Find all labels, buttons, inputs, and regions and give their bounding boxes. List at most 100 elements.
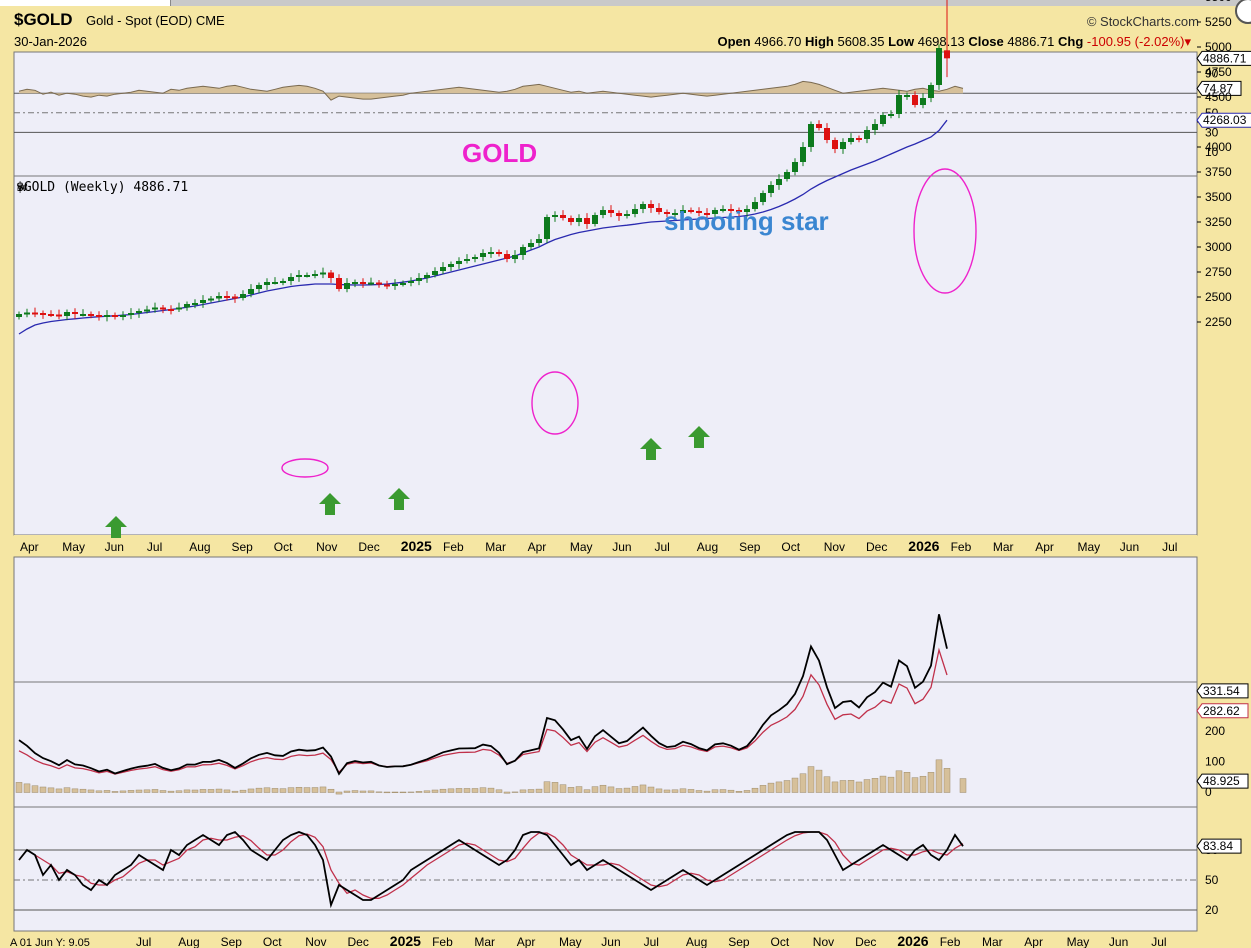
x-axis-label: Jul [655,540,670,554]
top-tab-strip [0,0,1251,6]
histogram-bar [79,788,87,793]
cursor-readout: A 01 Jun Y: 9.05 [10,937,90,948]
histogram-value-label: 48.925 [1203,774,1240,788]
x-axis-label: Dec [866,540,887,554]
x-axis-label-bottom: Oct [771,935,790,948]
candle-body [520,247,526,255]
histogram-bar [71,788,79,793]
highlight-ellipse [281,458,329,478]
candle-body [120,315,126,317]
settings-icon[interactable] [1235,0,1251,24]
x-axis-label: Apr [528,540,547,554]
histogram-bar [495,789,503,793]
candle-body [704,213,710,215]
x-axis-label-bottom: 2026 [897,933,928,948]
histogram-bar [527,789,535,793]
x-axis-label-bottom: Mar [982,935,1003,948]
x-axis-label-bottom: Sep [221,935,243,948]
candle-body [288,277,294,281]
price-tick-label: 4500 [1205,90,1232,104]
indicator-tick-label: 0 [1205,785,1212,799]
stoch-value-label: 83.84 [1203,839,1233,853]
histogram-bar [623,787,631,793]
histogram-bar [127,790,135,793]
candle-body [936,48,942,85]
x-axis-label: Jun [1120,540,1139,554]
candle-body [736,210,742,212]
candle-body [272,282,278,284]
histogram-bar [47,787,55,793]
histogram-bar [295,787,303,793]
candle-body [768,185,774,193]
candle-body [144,309,150,312]
histogram-bar [519,789,527,793]
candle-body [608,210,614,213]
x-axis-label-bottom: Jul [644,935,659,948]
histogram-bar [95,790,103,793]
histogram-bar [463,788,471,793]
x-axis-label-bottom: Jun [601,935,620,948]
histogram-bar [439,788,447,793]
candle-body [48,314,54,316]
histogram-bar [703,790,711,793]
histogram-bar [895,770,903,793]
candle-body [544,217,550,239]
candle-body [464,259,470,261]
highlight-ellipse [531,371,579,435]
histogram-bar [783,780,791,793]
indicator-value-label-box [1196,683,1249,699]
x-axis-label: Nov [316,540,337,554]
x-axis-label-bottom: Feb [432,935,453,948]
candle-body [80,314,86,316]
histogram-bar [871,778,879,793]
x-axis-label-bottom: Mar [474,935,495,948]
stoch-tick-label: 50 [1205,873,1219,887]
histogram-bar [319,786,327,793]
histogram-bar [311,787,319,793]
low-label: Low [888,34,915,49]
ohlc-readout: Open 4966.70 High 5608.35 Low 4698.13 Cl… [717,34,1191,50]
histogram-bar [271,788,279,793]
candle-body [160,307,166,310]
histogram-bar [303,787,311,793]
ma-value-label: 4268.03 [1203,113,1247,127]
histogram-bar [759,785,767,793]
candle-body [256,285,262,289]
candle-body [576,218,582,222]
candle-body [104,315,110,317]
histogram-bar [959,778,967,793]
tab[interactable] [110,0,171,6]
candle-body [384,284,390,287]
x-axis-label: Oct [274,540,293,554]
histogram-bar [471,788,479,793]
x-axis-label: Oct [781,540,800,554]
candle-body [528,243,534,247]
candle-body [424,275,430,278]
indicator-tick-label: 200 [1205,724,1225,738]
histogram-bar [767,782,775,793]
candle-body [296,275,302,277]
x-axis-label: Mar [485,540,506,554]
x-axis-label-bottom: Aug [686,935,707,948]
candle-body [872,124,878,130]
support-arrow-icon [640,438,662,460]
brand-logo[interactable]: © StockCharts.com [1086,14,1199,29]
price-tick-label: 3250 [1205,215,1232,229]
histogram-bar [711,789,719,793]
candle-body [216,296,222,299]
price-tick-label: 3500 [1205,190,1232,204]
x-axis-label: Aug [189,540,210,554]
candle-body [912,95,918,105]
candle-body [440,267,446,271]
histogram-bar [447,788,455,793]
histogram-bar [607,786,615,793]
candle-body [432,271,438,275]
indicator-line [18,614,948,776]
x-axis-label-bottom: Jul [1151,935,1166,948]
candle-body [744,209,750,212]
histogram-bar [247,788,255,793]
ticker-symbol: $GOLD [14,10,73,29]
support-arrow-icon [105,516,127,538]
histogram-bar [839,780,847,793]
